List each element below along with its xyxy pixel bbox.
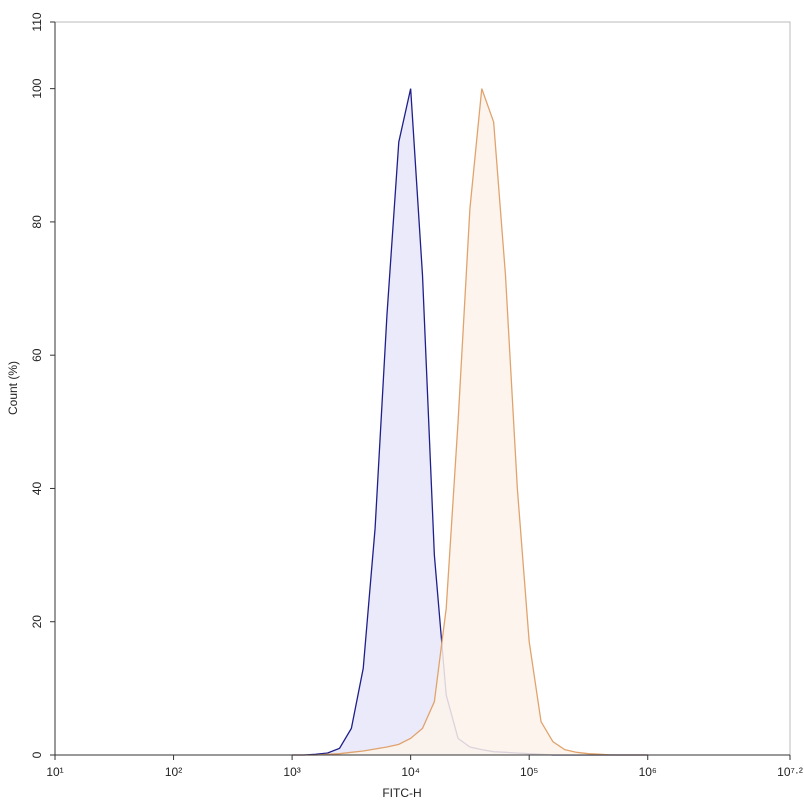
y-tick-label: 100 xyxy=(30,78,44,98)
x-tick-label: 10⁴ xyxy=(401,765,420,779)
area-fill xyxy=(292,88,648,755)
y-tick-label: 60 xyxy=(30,348,44,362)
y-tick-label: 0 xyxy=(30,751,44,758)
y-tick-label: 40 xyxy=(30,481,44,495)
x-tick-label: 10¹ xyxy=(46,765,63,779)
x-tick-label: 10⁷·² xyxy=(777,765,803,779)
y-tick-label: 80 xyxy=(30,215,44,229)
x-tick-label: 10⁵ xyxy=(520,765,538,779)
y-axis-label: Count (%) xyxy=(6,361,20,415)
y-tick-label: 20 xyxy=(30,615,44,629)
x-axis-label: FITC-H xyxy=(382,786,421,800)
histogram-line xyxy=(292,88,648,756)
x-tick-label: 10³ xyxy=(283,765,300,779)
x-tick-label: 10⁶ xyxy=(639,765,657,779)
area-fill xyxy=(292,88,648,755)
x-tick-label: 10² xyxy=(165,765,182,779)
y-tick-label: 110 xyxy=(30,12,44,31)
